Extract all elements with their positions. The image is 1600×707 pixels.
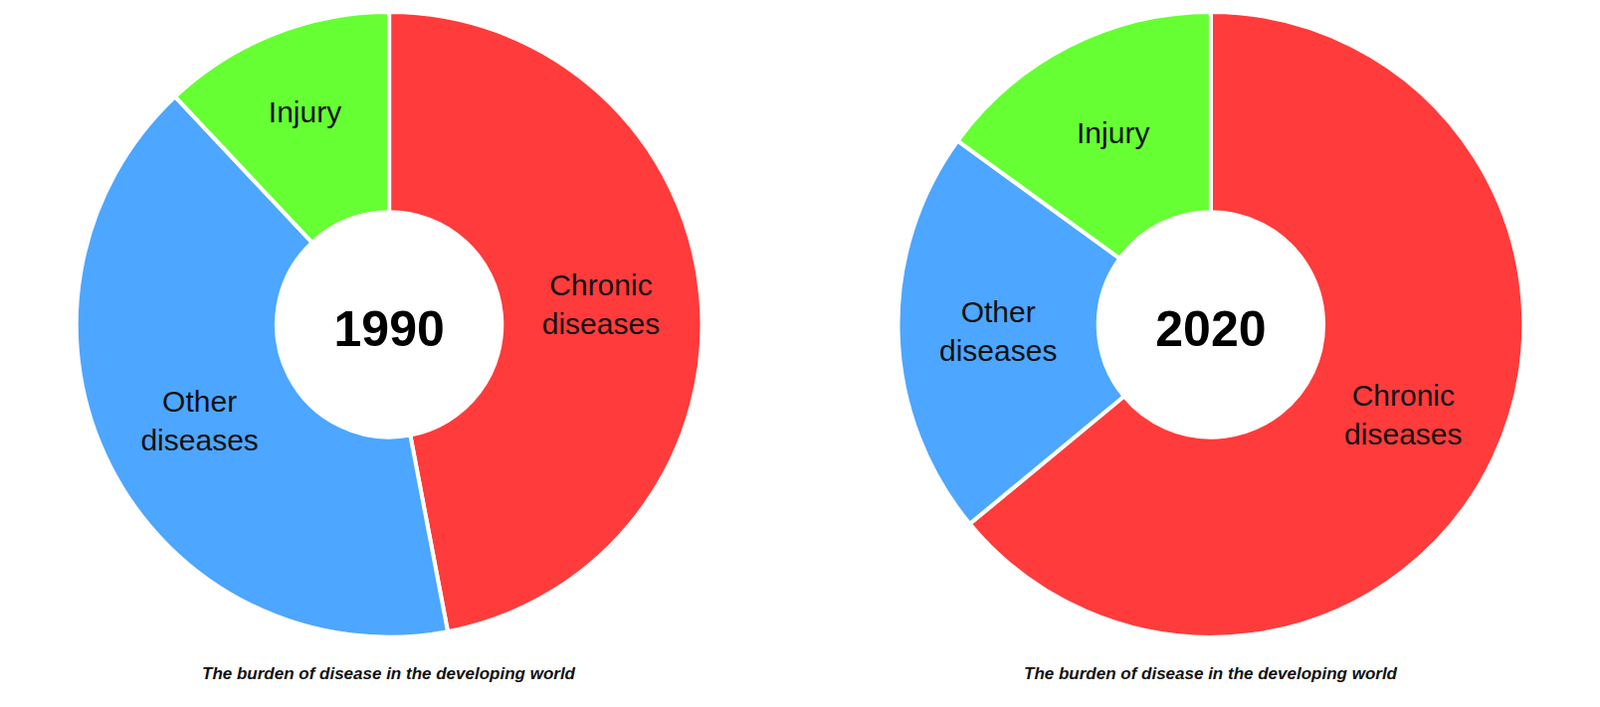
svg-text:The burden of disease in the d: The burden of disease in the developing … (201, 664, 577, 684)
svg-text:Chronicdiseases: Chronicdiseases (542, 268, 660, 341)
svg-text:The burden of disease in the d: The burden of disease in the developing … (1023, 664, 1399, 684)
svg-text:Injury: Injury (268, 95, 342, 129)
svg-text:2020: 2020 (1155, 301, 1266, 358)
svg-text:Otherdiseases: Otherdiseases (939, 295, 1057, 368)
svg-text:Otherdiseases: Otherdiseases (140, 385, 258, 457)
svg-text:Injury: Injury (1076, 116, 1150, 150)
svg-text:Chronicdiseases: Chronicdiseases (1344, 379, 1462, 451)
svg-text:1990: 1990 (334, 301, 445, 358)
